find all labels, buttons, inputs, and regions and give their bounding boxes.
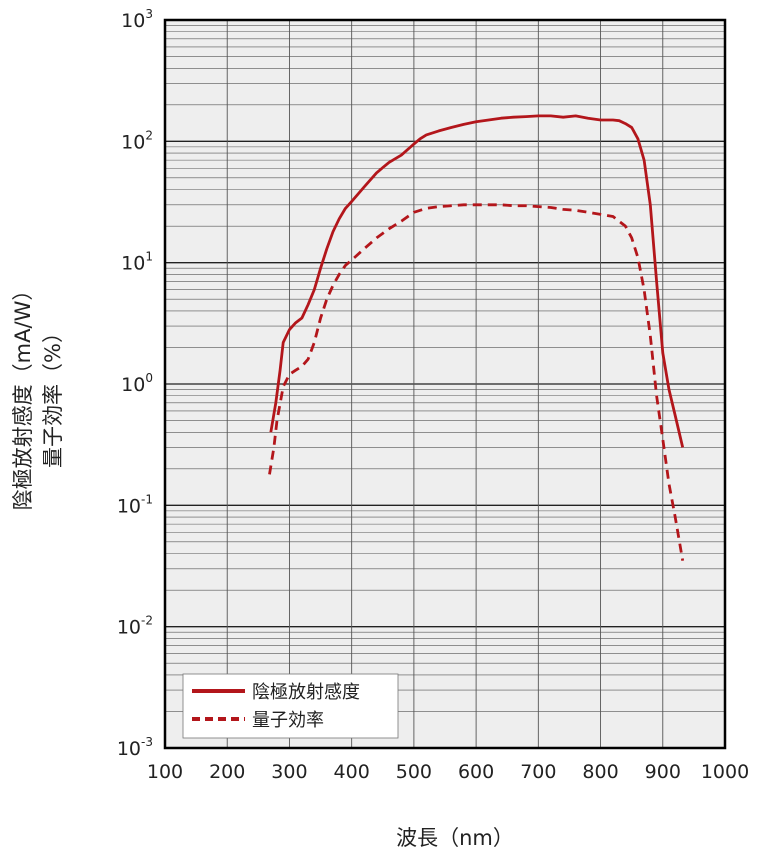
series-line-quantum-efficiency — [268, 203, 685, 561]
y-tick-label: 100 — [121, 371, 153, 396]
y-axis-title: 陰極放射感度（mA/W） 量子効率（%） — [11, 280, 65, 511]
legend-box — [182, 673, 399, 739]
x-tick-label: 800 — [582, 761, 618, 783]
y-tick-label: 101 — [121, 250, 153, 275]
x-tick-label: 200 — [209, 761, 245, 783]
y-tick-labels: 10-3 10-2 10-1 100 101 102 103 — [117, 7, 153, 760]
x-tick-labels: 100 200 300 400 500 600 700 800 900 1000 — [147, 761, 749, 783]
x-tick-label: 100 — [147, 761, 183, 783]
legend: 陰極放射感度 量子効率 — [182, 673, 399, 739]
y-axis-title-line1: 陰極放射感度（mA/W） — [11, 280, 35, 511]
plot-frame — [163, 18, 727, 750]
legend-label-sensitivity: 陰極放射感度 — [252, 682, 360, 703]
y-tick-label: 102 — [121, 128, 153, 153]
x-axis-title: 波長（nm） — [396, 826, 514, 850]
legend-label-quantum-efficiency: 量子効率 — [252, 710, 324, 731]
x-tick-label: 400 — [334, 761, 370, 783]
major-grid — [164, 19, 726, 749]
x-tick-label: 900 — [645, 761, 681, 783]
x-tick-label: 300 — [271, 761, 307, 783]
y-axis-title-line2: 量子効率（%） — [41, 322, 65, 468]
y-tick-label: 10-3 — [117, 735, 153, 760]
series-layer — [268, 114, 685, 561]
x-tick-label: 500 — [396, 761, 432, 783]
y-tick-label: 10-1 — [117, 492, 153, 517]
x-tick-label: 700 — [520, 761, 556, 783]
series-line-sensitivity — [269, 114, 685, 448]
y-tick-label: 10-2 — [117, 614, 153, 639]
x-tick-label: 600 — [458, 761, 494, 783]
x-tick-label: 1000 — [701, 761, 749, 783]
y-tick-label: 103 — [121, 7, 153, 32]
